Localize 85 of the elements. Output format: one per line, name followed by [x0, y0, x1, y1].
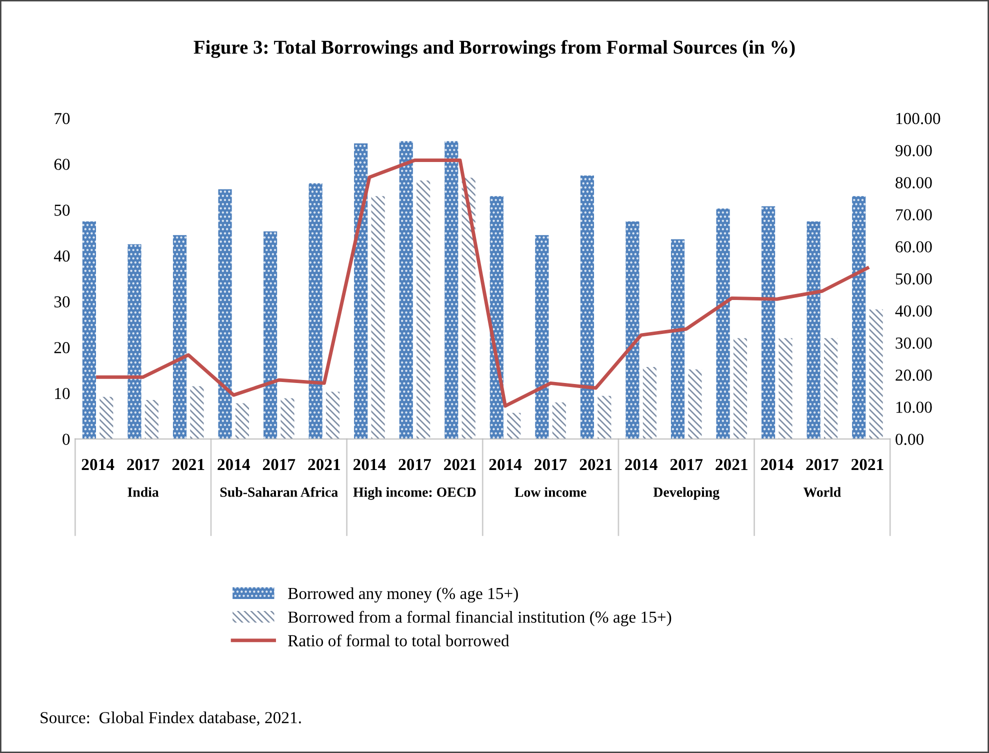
text: High income: OECD	[353, 487, 476, 500]
bar	[128, 244, 142, 439]
bar	[552, 402, 566, 439]
bar	[82, 221, 96, 439]
x-tick-label: 2021	[444, 458, 476, 470]
y-tick-label: 70	[54, 112, 70, 124]
y-tick-label: 40	[54, 250, 70, 262]
bar	[326, 392, 340, 439]
text: Sub-Saharan Africa	[220, 486, 338, 497]
x-tick-label: 2017	[806, 458, 838, 470]
y2-tick-label: 40.00	[895, 305, 932, 317]
y2-tick-label: 20.00	[896, 370, 932, 381]
x-tick-label: 2021	[851, 458, 884, 470]
bar	[688, 369, 702, 439]
x-tick-label: 2017	[398, 458, 431, 470]
y2-tick-label: 0.00	[896, 434, 924, 446]
bar	[144, 400, 158, 439]
legend-label: Ratio of formal to total borrowed	[288, 634, 510, 646]
bar	[371, 196, 385, 439]
y2-tick-label: 70.00	[896, 209, 932, 220]
bar	[778, 338, 792, 439]
bar	[642, 367, 656, 439]
chart-title: Figure 3: Total Borrowings and Borrowings from Formal Sources (in %)	[194, 40, 795, 58]
x-tick-label: 2014	[489, 458, 522, 470]
bar	[462, 178, 476, 439]
bar	[100, 396, 114, 439]
x-tick-label: 2014	[760, 458, 794, 470]
bar	[535, 235, 549, 439]
x-tick-label: 2021	[172, 458, 204, 470]
x-tick-label: 2021	[308, 458, 340, 470]
source-note: Source: Global Findex database, 2021.	[40, 712, 301, 726]
y-tick-label: 30	[54, 296, 70, 308]
y2-tick-label: 60.00	[896, 241, 932, 253]
bar	[852, 196, 866, 439]
bar	[280, 398, 294, 439]
y-tick-label: 0	[62, 434, 70, 445]
y2-tick-label: 90.00	[896, 145, 932, 156]
legend-label: Borrowed from a formal financial institution (% age 15+)	[288, 610, 672, 626]
bar	[190, 386, 204, 439]
legend-label: Borrowed any money (% age 15+)	[288, 587, 518, 603]
x-tick-label: 2017	[127, 458, 160, 470]
bar	[235, 403, 250, 439]
bar	[626, 221, 640, 439]
y2-tick-label: 80.00	[896, 177, 932, 188]
y-tick-label: 50	[54, 204, 70, 216]
bar	[490, 196, 504, 439]
bar	[172, 235, 187, 439]
y2-tick-label: 50.00	[896, 273, 932, 285]
bar	[444, 141, 458, 439]
line-series	[96, 158, 870, 408]
text: India	[128, 487, 159, 497]
y-tick-label: 20	[54, 342, 70, 354]
bar	[824, 338, 838, 439]
bar	[598, 396, 612, 439]
x-tick-label: 2017	[670, 458, 703, 470]
bar	[733, 338, 748, 439]
y2-tick-label: 100.00	[896, 112, 940, 124]
bar	[354, 143, 368, 439]
x-tick-label: 2021	[580, 458, 612, 470]
bar	[399, 141, 413, 439]
text: Low income	[514, 487, 586, 497]
bar	[507, 412, 521, 439]
bar	[762, 206, 776, 439]
x-tick-label: 2021	[716, 458, 748, 470]
bar	[264, 231, 278, 439]
bar	[869, 309, 883, 439]
bar	[218, 189, 232, 439]
bar	[416, 180, 430, 439]
bar	[580, 176, 594, 439]
x-tick-label: 2014	[625, 458, 658, 470]
bar	[670, 239, 685, 439]
x-tick-label: 2014	[353, 458, 386, 470]
x-tick-label: 2014	[218, 458, 250, 470]
y2-tick-label: 10.00	[896, 402, 932, 413]
bar	[716, 208, 730, 439]
text: Developing	[653, 487, 720, 500]
y2-tick-label: 30.00	[896, 337, 932, 349]
x-tick-label: 2017	[534, 458, 567, 470]
bar	[308, 183, 322, 439]
text: World	[803, 487, 841, 497]
y-tick-label: 60	[54, 158, 70, 170]
x-tick-label: 2017	[262, 458, 296, 470]
y-tick-label: 10	[55, 388, 70, 400]
x-tick-label: 2014	[82, 458, 114, 470]
bar	[806, 221, 820, 439]
